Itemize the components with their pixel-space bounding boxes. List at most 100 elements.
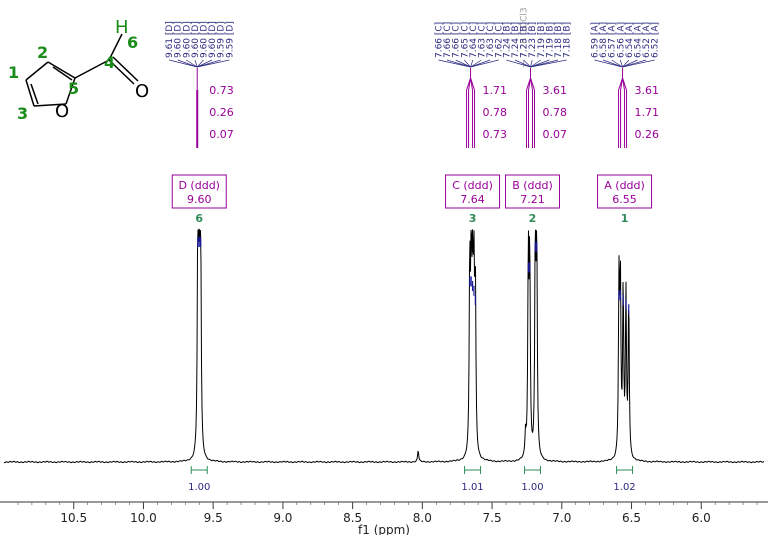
peak-label-22: 7.19 [B] [545,22,555,58]
atom-label-6: 6 [127,33,138,52]
x-tick-label-0: 10.5 [60,511,87,525]
x-tick-label-8: 6.5 [622,511,641,525]
multiplet-shift-2: 7.21 [520,193,545,206]
peak-label-leader-27 [611,59,623,68]
atom-label-4: 4 [104,53,115,72]
furfural-structure: 1 2 3 4 5 6 H O O [8,17,149,123]
peak-label-leader-12 [470,59,474,68]
x-tick-label-2: 9.5 [204,511,223,525]
peak-label-5: 9.60 [D] [208,21,218,58]
peak-label-leader-1 [177,59,198,68]
peak-label-leader-2 [186,59,198,68]
peak-label-30: 6.54 [A] [633,22,643,58]
x-tick-label-7: 7.0 [552,511,571,525]
coupling-3-0: 3.61 [635,84,660,97]
atom-label-5: 5 [68,79,79,98]
peak-label-9: 7.66 [C] [443,22,453,58]
multiplet-box-0 [171,174,227,209]
multiplet-label-2: B (ddd) [512,179,553,192]
x-tick-label-4: 8.5 [343,511,362,525]
peak-label-13: 7.63 [C] [477,22,487,58]
atom-label-1: 1 [8,63,19,82]
peak-label-leader-11 [463,59,471,68]
carbonyl-oxygen-label: O [135,81,149,102]
peak-label-leader-21 [530,59,542,68]
peak-label-leader-18 [514,59,531,68]
peak-label-32: 6.52 [A] [651,22,661,58]
coupling-1-0: 1.71 [483,84,508,97]
coupling-3-2: 0.26 [635,128,660,141]
peak-label-20: 7.23 [B] [528,22,538,58]
coupling-0-0: 0.73 [209,84,234,97]
coupling-0-2: 0.07 [209,128,234,141]
coupling-0-1: 0.26 [209,106,234,119]
integral-value-0: 1.00 [188,482,210,493]
multiplet-shift-1: 7.64 [460,193,485,206]
peak-label-23: 7.18 [B] [554,22,564,58]
peak-label-leader-29 [622,59,630,68]
peak-label-6: 9.59 [D] [217,21,227,58]
coupling-3-1: 1.71 [635,106,660,119]
multiplet-shift-3: 6.55 [612,193,637,206]
multiplet-label-0: D (ddd) [178,179,220,192]
integral-value-1: 1.01 [461,482,483,493]
peak-label-leader-9 [446,59,471,68]
coupling-2-2: 0.07 [543,128,568,141]
peak-label-leader-22 [530,59,550,68]
coupling-branch [470,77,476,91]
coupling-branch [528,77,532,91]
peak-label-leader-17 [506,59,531,68]
peak-label-leader-26 [602,59,623,68]
peak-label-24: 7.18 [B] [563,22,573,58]
peak-label-leader-24 [530,59,567,68]
peak-label-leader-32 [622,59,655,68]
peak-label-16: 7.26 CDCl3 [520,7,530,58]
peak-label-27: 6.57 [A] [608,22,618,58]
peak-label-leader-3 [194,59,198,68]
peak-label-leader-5 [197,59,213,68]
peak-label-1: 9.60 [D] [174,21,184,58]
peak-label-0: 9.61 [D] [165,21,175,58]
peak-label-2: 9.60 [D] [182,21,192,58]
peak-number-2: 2 [529,212,537,225]
peak-label-10: 7.66 [C] [452,22,462,58]
atom-label-2: 2 [37,43,48,62]
peak-label-11: 7.65 [C] [460,22,470,58]
x-tick-label-5: 8.0 [413,511,432,525]
coupling-2-0: 3.61 [543,84,568,97]
multiplet-box-3 [597,174,653,209]
peak-number-0: 6 [195,212,203,225]
peak-label-25: 6.59 [A] [590,22,600,58]
coupling-1-1: 0.78 [483,106,508,119]
peak-label-17: 7.24 [B] [502,22,512,58]
peak-number-1: 3 [469,212,477,225]
peak-label-8: 7.66 [C] [434,22,444,58]
peak-label-leader-19 [523,59,531,68]
peak-label-18: 7.24 [B] [511,22,521,58]
peak-label-29: 6.54 [A] [625,22,635,58]
peak-label-26: 6.58 [A] [599,22,609,58]
peak-label-7: 9.59 [D] [225,21,235,58]
multiplet-box-1 [445,174,501,209]
peak-label-leader-15 [470,59,499,68]
integral-value-2: 1.00 [521,482,543,493]
coupling-branch [620,77,624,91]
peak-label-leader-4 [196,59,204,68]
coupling-1-2: 0.73 [483,128,508,141]
peak-label-leader-8 [438,59,471,68]
coupling-branch [530,77,535,91]
peak-label-14: 7.63 [C] [486,22,496,58]
peak-label-leader-13 [470,59,482,68]
x-tick-label-1: 10.0 [130,511,157,525]
peak-label-leader-30 [622,59,638,68]
x-tick-label-9: 6.0 [692,511,711,525]
coupling-2-1: 0.78 [543,106,568,119]
coupling-branch [468,77,472,91]
peak-label-21: 7.19 [B] [537,22,547,58]
hydrogen-label: H [115,17,129,38]
ring-oxygen-label: O [55,101,69,122]
peak-label-leader-25 [594,59,623,68]
peak-label-31: 6.52 [A] [642,22,652,58]
peak-label-leader-28 [619,59,623,68]
